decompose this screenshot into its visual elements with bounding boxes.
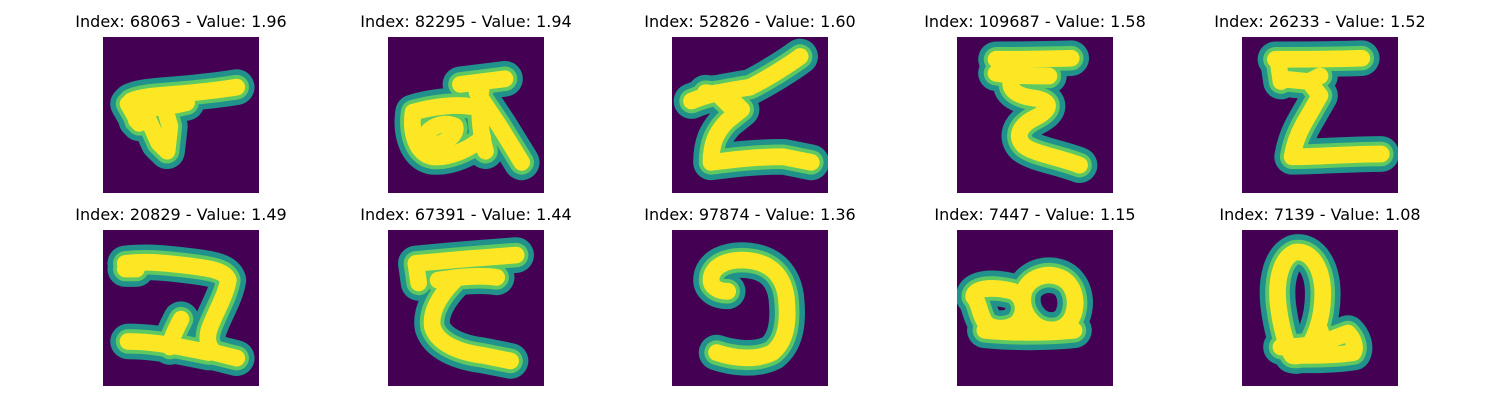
glyph-20829-icon: [103, 230, 259, 386]
glyph-7139-icon: [1242, 230, 1398, 386]
glyph-7447-icon: [957, 230, 1113, 386]
panel-title-7: Index: 67391 - Value: 1.44: [360, 205, 572, 224]
panel-title-9: Index: 7447 - Value: 1.15: [934, 205, 1136, 224]
glyph-67391-icon: [388, 230, 544, 386]
panel-title-6: Index: 20829 - Value: 1.49: [75, 205, 287, 224]
panel-title-10: Index: 7139 - Value: 1.08: [1219, 205, 1421, 224]
glyph-82295-icon: [388, 37, 544, 193]
panel-title-8: Index: 97874 - Value: 1.36: [644, 205, 856, 224]
glyph-97874-icon: [672, 230, 828, 386]
panel-title-4: Index: 109687 - Value: 1.58: [924, 12, 1146, 31]
panel-title-5: Index: 26233 - Value: 1.52: [1214, 12, 1426, 31]
panel-title-2: Index: 82295 - Value: 1.94: [360, 12, 572, 31]
panel-title-3: Index: 52826 - Value: 1.60: [644, 12, 856, 31]
glyph-109687-icon: [957, 37, 1113, 193]
glyph-52826-icon: [672, 37, 828, 193]
glyph-68063-icon: [103, 37, 259, 193]
panel-title-1: Index: 68063 - Value: 1.96: [75, 12, 287, 31]
glyph-26233-icon: [1242, 37, 1398, 193]
